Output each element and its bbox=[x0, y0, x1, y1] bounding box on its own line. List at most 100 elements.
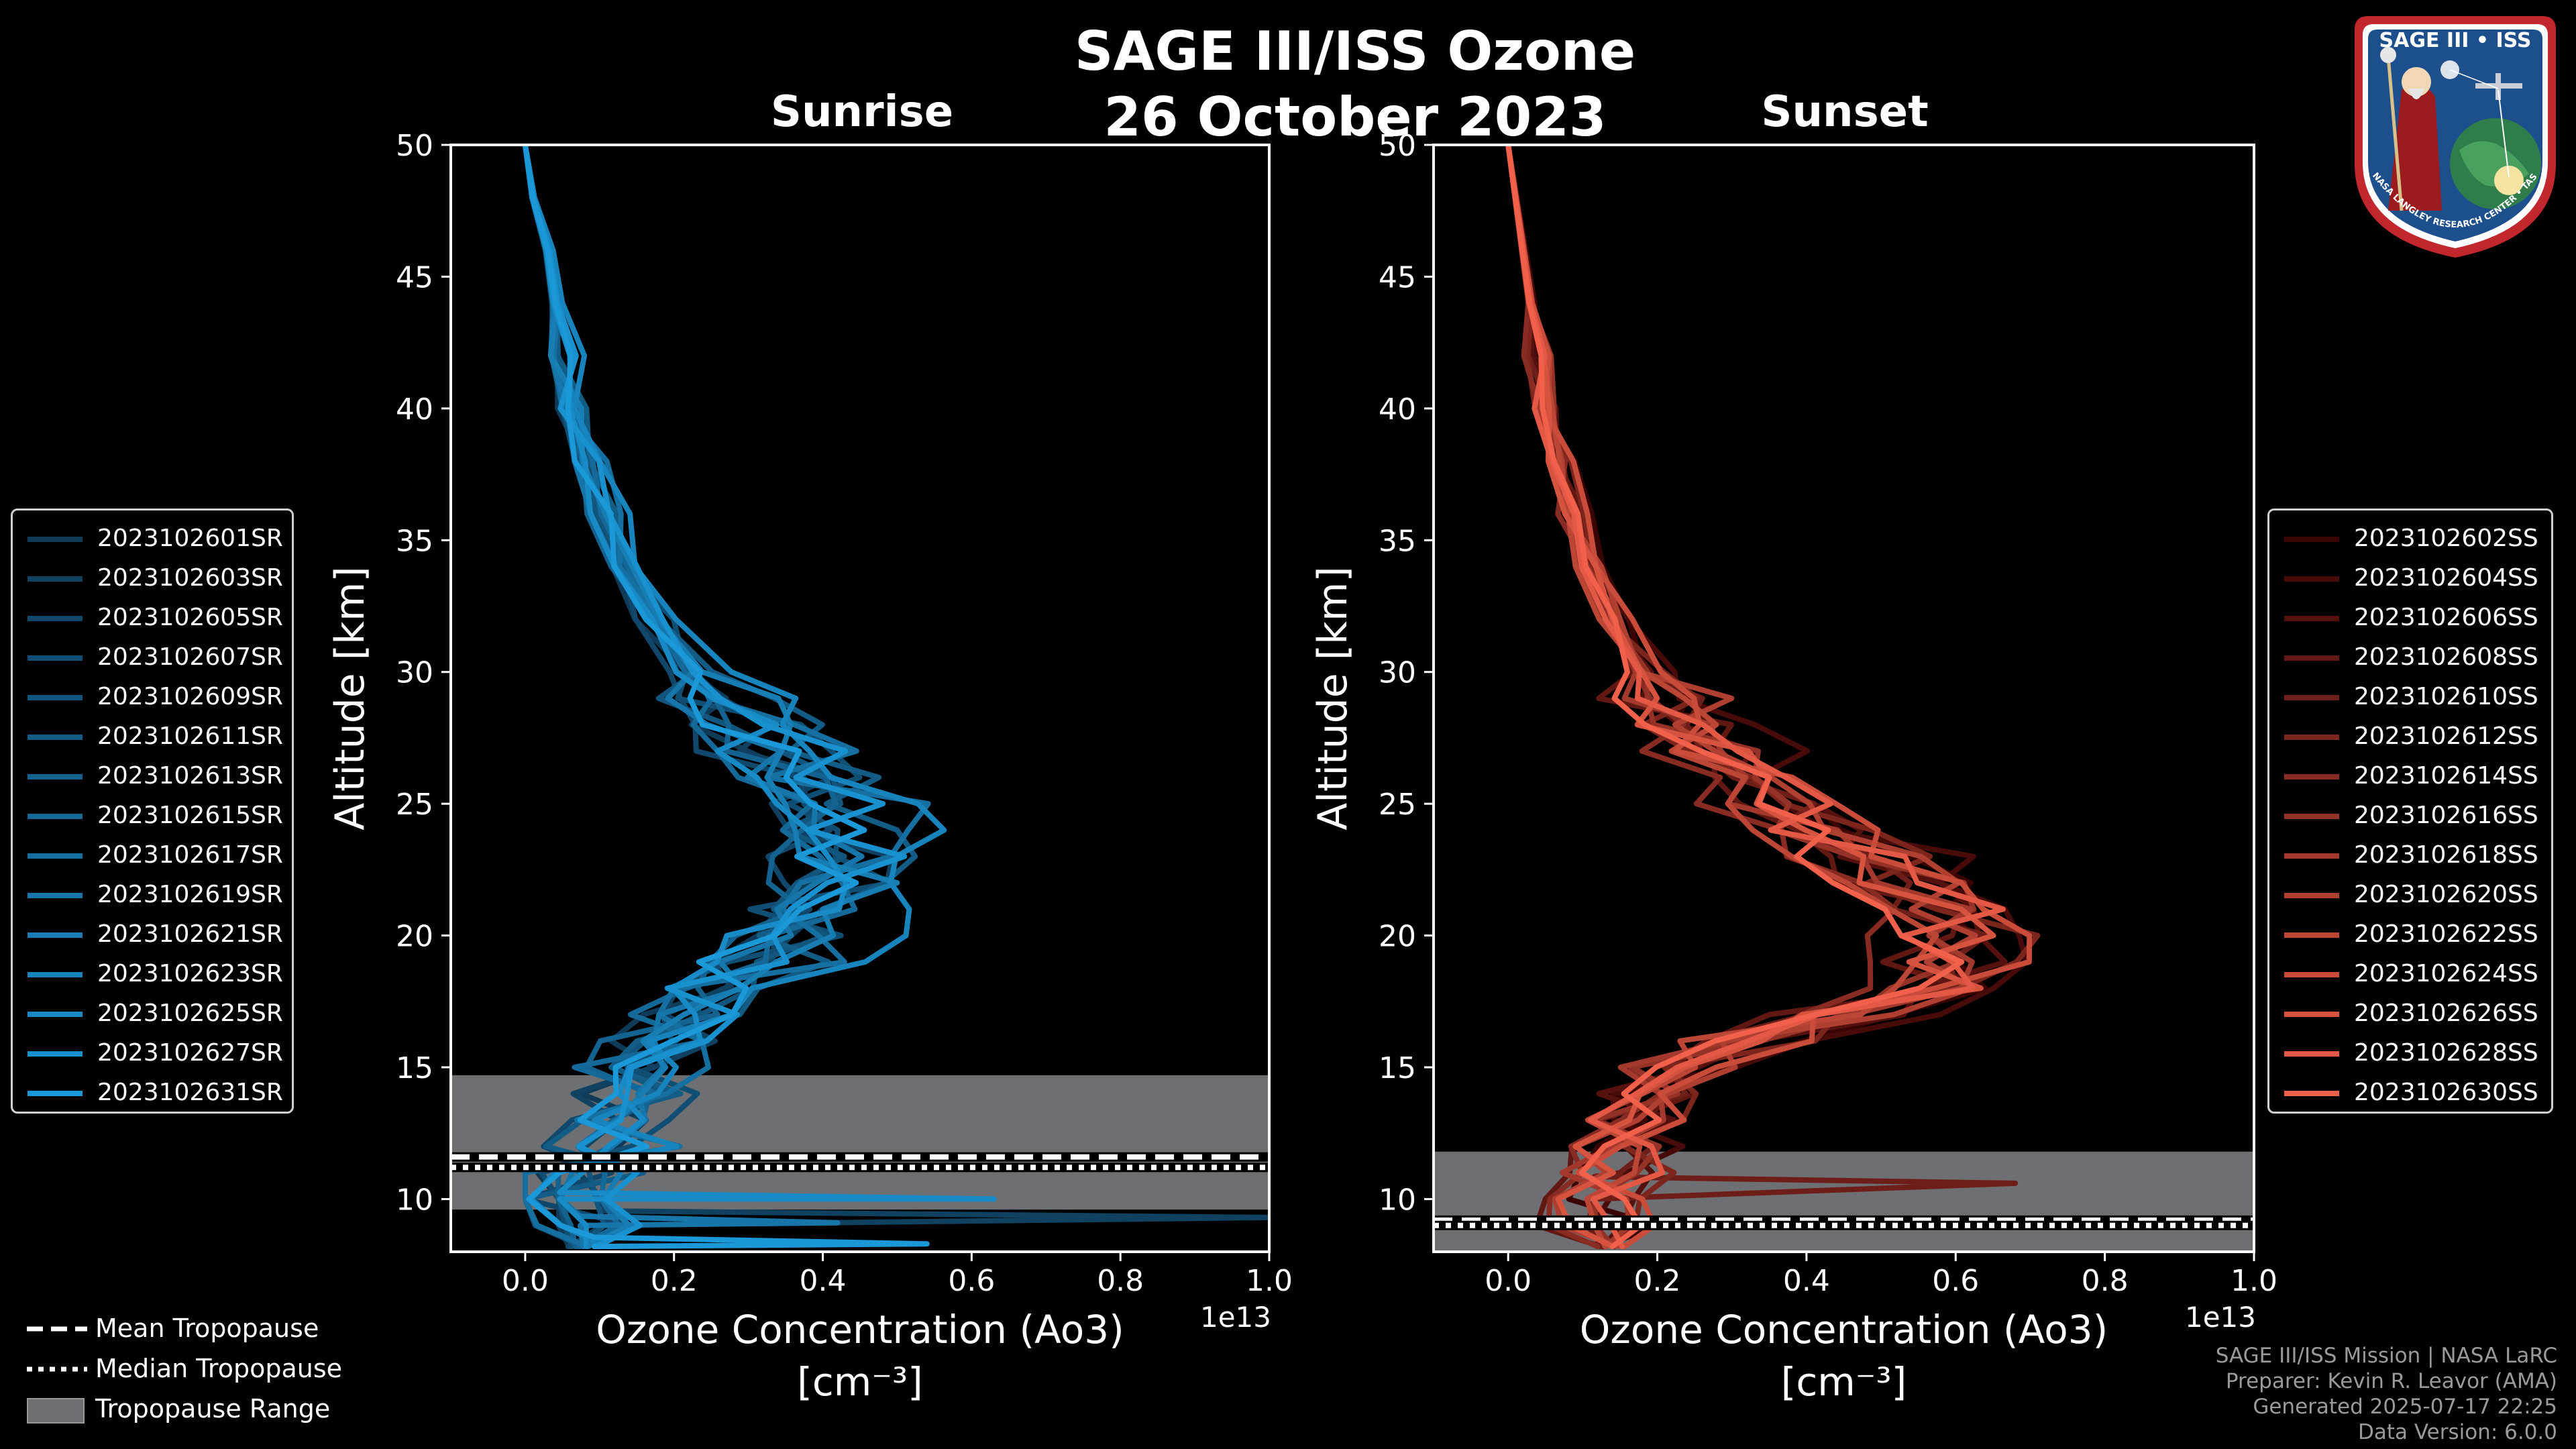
x-tick-label: 0.0 bbox=[502, 1264, 549, 1298]
legend-label: 2023102610SS bbox=[2354, 683, 2538, 710]
legend-swatch bbox=[2284, 735, 2339, 740]
legend-entry: 2023102603SR bbox=[13, 558, 292, 598]
legend-swatch bbox=[2284, 1051, 2339, 1057]
legend-entry: 2023102608SS bbox=[2269, 637, 2551, 677]
legend-entry: 2023102614SS bbox=[2269, 756, 2551, 796]
legend-label: 2023102606SS bbox=[2354, 604, 2538, 631]
y-tick-label: 10 bbox=[1379, 1183, 1416, 1217]
legend-swatch bbox=[2284, 774, 2339, 780]
legend-swatch bbox=[28, 616, 83, 621]
legend-entry: 2023102627SR bbox=[13, 1033, 292, 1073]
profile-line-2023102616SS bbox=[1505, 145, 1977, 1250]
x-tick-label: 0.2 bbox=[1634, 1264, 1681, 1298]
legend-swatch bbox=[2284, 1012, 2339, 1017]
legend-tropopause-range: Tropopause Range bbox=[20, 1389, 423, 1429]
legend-swatch bbox=[2284, 537, 2339, 542]
legend-swatch bbox=[28, 774, 83, 780]
x-tick-label: 0.2 bbox=[651, 1264, 698, 1298]
plot-frame bbox=[1432, 144, 2255, 1253]
legend-swatch bbox=[28, 1091, 83, 1096]
sunrise-plot: 10 15 20 25 30 35 40 45 50 0.0 0.2 0.4 0.6 0.8 1.01e13… bbox=[327, 129, 1293, 1405]
legend-label: 2023102614SS bbox=[2354, 762, 2538, 790]
legend-entry: 2023102601SR bbox=[13, 519, 292, 558]
x-axis-units: [cm⁻³] bbox=[797, 1359, 923, 1405]
profile-line-2023102610SS bbox=[1505, 145, 2019, 1250]
tropopause-legend: Mean Tropopause Median Tropopause Tropop… bbox=[20, 1308, 423, 1436]
legend-entry: 2023102625SR bbox=[13, 994, 292, 1033]
legend-label: 2023102621SR bbox=[97, 920, 283, 948]
legend-entry: 2023102602SS bbox=[2269, 519, 2551, 558]
legend-swatch bbox=[28, 695, 83, 700]
legend-label: 2023102603SR bbox=[97, 564, 283, 592]
y-tick-label: 50 bbox=[1379, 129, 1416, 163]
credit-line-mission: SAGE III/ISS Mission | NASA LaRC bbox=[2215, 1344, 2557, 1368]
y-tick-label: 40 bbox=[1379, 392, 1416, 427]
main-title-line2: 26 October 2023 bbox=[1104, 86, 1607, 148]
legend-entry: 2023102628SS bbox=[2269, 1033, 2551, 1073]
legend-swatch bbox=[2284, 932, 2339, 938]
y-tick-label: 45 bbox=[1379, 260, 1416, 294]
legend-label: 2023102615SR bbox=[97, 802, 283, 829]
legend-label: 2023102608SS bbox=[2354, 643, 2538, 671]
profile-line-2023102618SS bbox=[1505, 145, 1975, 1250]
legend-entry: 2023102621SR bbox=[13, 914, 292, 954]
range-patch-swatch bbox=[27, 1398, 85, 1424]
legend-entry: 2023102619SR bbox=[13, 875, 292, 914]
legend-entry: 2023102604SS bbox=[2269, 558, 2551, 598]
legend-swatch bbox=[28, 893, 83, 898]
y-tick-label: 15 bbox=[1379, 1051, 1416, 1085]
legend-entry: 2023102606SS bbox=[2269, 598, 2551, 637]
legend-entry: 2023102626SS bbox=[2269, 994, 2551, 1033]
legend-entry: 2023102615SR bbox=[13, 796, 292, 835]
legend-swatch bbox=[2284, 972, 2339, 977]
legend-entry: 2023102605SR bbox=[13, 598, 292, 637]
legend-swatch bbox=[28, 576, 83, 582]
credit-line-preparer: Preparer: Kevin R. Leavor (AMA) bbox=[2225, 1369, 2557, 1393]
legend-label: 2023102616SS bbox=[2354, 802, 2538, 829]
legend-label: 2023102626SS bbox=[2354, 1000, 2538, 1027]
x-tick-label: 0.4 bbox=[800, 1264, 847, 1298]
legend-swatch bbox=[28, 537, 83, 542]
x-axis-label: Ozone Concentration (Ao3) bbox=[1580, 1307, 2108, 1352]
legend-label: 2023102609SR bbox=[97, 683, 283, 710]
x-tick-label: 1.0 bbox=[1246, 1264, 1293, 1298]
x-offset-label: 1e13 bbox=[1200, 1301, 1271, 1334]
legend-label: 2023102604SS bbox=[2354, 564, 2538, 592]
y-axis-label: Altitude [km] bbox=[327, 566, 374, 830]
legend-label: 2023102612SS bbox=[2354, 722, 2538, 750]
legend-label: 2023102618SS bbox=[2354, 841, 2538, 869]
legend-label: 2023102631SR bbox=[97, 1079, 283, 1106]
dashed-line-swatch bbox=[27, 1326, 87, 1332]
legend-label: 2023102624SS bbox=[2354, 960, 2538, 987]
dotted-line-swatch bbox=[27, 1366, 87, 1372]
y-tick-label: 20 bbox=[1379, 920, 1416, 954]
x-tick-label: 0.8 bbox=[1097, 1264, 1144, 1298]
sunrise-panel-title: Sunrise bbox=[770, 87, 954, 137]
chart-main-title: SAGE III/ISS Ozone 26 October 2023 bbox=[818, 19, 1892, 150]
y-tick-label: 40 bbox=[396, 392, 433, 427]
legend-range-label: Tropopause Range bbox=[95, 1394, 331, 1424]
legend-label: 2023102623SR bbox=[97, 960, 283, 987]
profile-line-2023102623SR bbox=[522, 145, 947, 1250]
x-tick-label: 0.4 bbox=[1783, 1264, 1830, 1298]
y-tick-label: 30 bbox=[1379, 656, 1416, 690]
legend-swatch bbox=[28, 972, 83, 977]
legend-swatch bbox=[28, 932, 83, 938]
y-tick-label: 25 bbox=[1379, 788, 1416, 822]
y-axis-label: Altitude [km] bbox=[1309, 566, 1356, 830]
legend-label: 2023102605SR bbox=[97, 604, 283, 631]
legend-label: 2023102630SS bbox=[2354, 1079, 2538, 1106]
legend-entry: 2023102618SS bbox=[2269, 835, 2551, 875]
profile-line-2023102624SS bbox=[1505, 145, 2033, 1250]
legend-label: 2023102619SR bbox=[97, 881, 283, 908]
x-tick-label: 0.6 bbox=[948, 1264, 995, 1298]
credits-block: SAGE III/ISS Mission | NASA LaRC Prepare… bbox=[2216, 1343, 2557, 1445]
legend-swatch bbox=[2284, 814, 2339, 819]
legend-label: 2023102607SR bbox=[97, 643, 283, 671]
legend-swatch bbox=[28, 655, 83, 661]
legend-entry: 2023102617SR bbox=[13, 835, 292, 875]
legend-entry: 2023102631SR bbox=[13, 1073, 292, 1112]
legend-median-tropopause: Median Tropopause bbox=[20, 1348, 423, 1389]
legend-swatch bbox=[28, 735, 83, 740]
